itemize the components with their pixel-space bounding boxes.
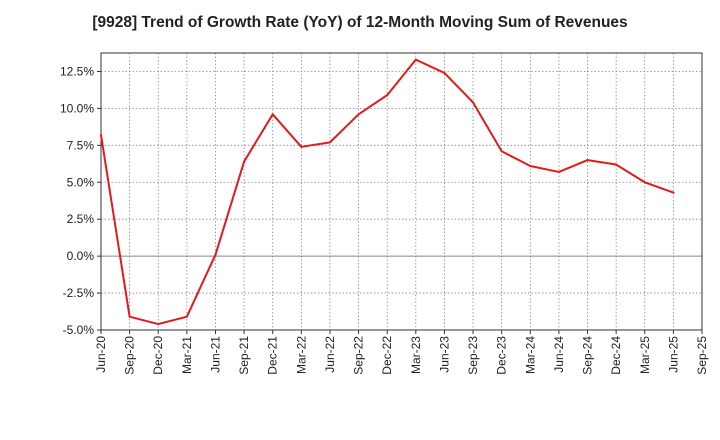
data-point	[357, 113, 360, 116]
x-tick-label: Jun-22	[323, 336, 337, 373]
x-tick-label: Mar-25	[638, 336, 652, 374]
data-point	[472, 101, 475, 104]
y-tick-label: -5.0%	[63, 323, 95, 337]
data-point	[529, 165, 532, 168]
series-layer	[100, 58, 675, 326]
chart-title: [9928] Trend of Growth Rate (YoY) of 12-…	[92, 14, 628, 31]
x-tick-label: Mar-21	[180, 336, 194, 374]
x-tick-label: Sep-22	[352, 336, 366, 375]
x-tick-label: Dec-20	[151, 336, 165, 375]
x-tick-label: Sep-24	[581, 336, 595, 375]
data-point	[615, 163, 618, 166]
data-point	[271, 113, 274, 116]
x-tick-label: Mar-23	[409, 336, 423, 374]
x-tick-label: Jun-25	[666, 336, 680, 373]
data-point	[500, 150, 503, 153]
x-tick-label: Jun-20	[94, 336, 108, 373]
data-point	[672, 191, 675, 194]
data-point	[328, 141, 331, 144]
x-tick-label: Dec-22	[380, 336, 394, 375]
y-tick-label: 5.0%	[67, 175, 95, 189]
data-point	[386, 94, 389, 97]
data-point	[443, 71, 446, 74]
x-tick-label: Mar-22	[294, 336, 308, 374]
x-tick-label: Dec-24	[609, 336, 623, 375]
data-point	[128, 315, 131, 318]
y-tick-label: 12.5%	[60, 64, 94, 78]
x-tick-label: Mar-24	[523, 336, 537, 374]
plot-frame	[100, 52, 703, 331]
x-tick-label: Sep-20	[123, 336, 137, 375]
axes	[97, 52, 703, 334]
x-tick-label: Sep-25	[695, 336, 709, 375]
y-tick-label: -2.5%	[63, 286, 95, 300]
y-tick-label: 7.5%	[67, 138, 95, 152]
x-tick-label: Sep-23	[466, 336, 480, 375]
x-tick-label: Jun-23	[437, 336, 451, 373]
y-tick-label: 2.5%	[67, 212, 95, 226]
x-tick-label: Sep-21	[237, 336, 251, 375]
x-tick-label: Jun-21	[208, 336, 222, 373]
x-tick-label: Jun-24	[552, 336, 566, 373]
y-tick-label: 10.0%	[60, 101, 94, 115]
data-point	[414, 58, 417, 61]
x-tick-label: Dec-23	[495, 336, 509, 375]
data-point	[214, 253, 217, 256]
data-point	[586, 159, 589, 162]
data-point	[100, 133, 102, 136]
data-point	[300, 145, 303, 148]
x-tick-label: Dec-21	[266, 336, 280, 375]
plot-background	[101, 53, 702, 330]
data-point	[243, 160, 246, 163]
data-point	[557, 170, 560, 173]
data-point	[157, 323, 160, 326]
data-point	[643, 181, 646, 184]
tick-labels: -5.0% -2.5% 0.0% 2.5% 5.0% 7.5% 10.0% 12.5% Jun-…	[60, 64, 709, 374]
grid	[100, 53, 703, 331]
data-point	[185, 315, 188, 318]
y-tick-label: 0.0%	[67, 249, 95, 263]
